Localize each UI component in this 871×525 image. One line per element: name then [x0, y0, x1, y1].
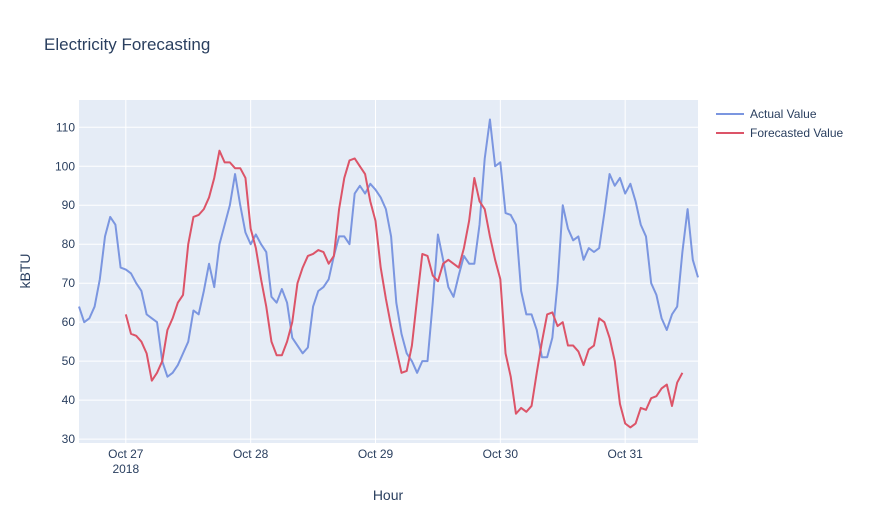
x-axis-label: Hour [373, 487, 404, 503]
x-tick-label: Oct 28 [233, 447, 269, 461]
y-tick-label: 40 [62, 393, 76, 407]
y-gridlines [79, 126, 698, 440]
legend-label-actual: Actual Value [750, 107, 817, 121]
x-gridlines [125, 100, 626, 443]
y-tick-label: 90 [62, 198, 76, 212]
y-tick-label: 60 [62, 315, 76, 329]
series-line-actual [78, 118, 699, 378]
y-tick-label: 100 [55, 159, 75, 173]
x-tick-label: Oct 29 [358, 447, 394, 461]
y-tick-label: 80 [62, 237, 76, 251]
x-tick-label: Oct 30 [483, 447, 519, 461]
series-line-forecast [124, 149, 684, 429]
legend-item-forecast[interactable]: Forecasted Value [716, 126, 843, 140]
x-tick-sublabel: 2018 [112, 462, 139, 476]
plot-area [79, 100, 698, 443]
y-axis-ticks: 30 40 50 60 70 80 90 100 110 [55, 120, 75, 446]
legend-item-actual[interactable]: Actual Value [716, 107, 817, 121]
x-tick-label: Oct 27 [108, 447, 144, 461]
series-lines [78, 118, 699, 429]
y-tick-label: 110 [56, 120, 75, 134]
y-tick-label: 70 [62, 276, 76, 290]
y-tick-label: 30 [62, 432, 76, 446]
y-tick-label: 50 [62, 354, 76, 368]
legend-label-forecast: Forecasted Value [750, 126, 843, 140]
chart-title: Electricity Forecasting [44, 35, 210, 54]
legend[interactable]: Actual Value Forecasted Value [716, 107, 843, 140]
y-axis-label: kBTU [17, 254, 33, 289]
x-tick-label: Oct 31 [607, 447, 643, 461]
